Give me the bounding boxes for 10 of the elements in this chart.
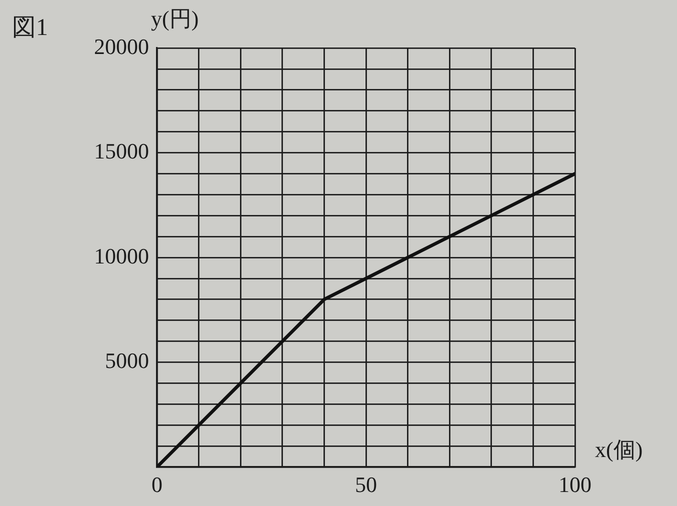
y-tick-label: 5000 [105,348,149,374]
x-tick-label: 0 [152,472,162,497]
y-tick-label: 20000 [94,34,149,59]
x-tick-label: 100 [558,472,592,497]
y-tick-label: 10000 [94,243,149,268]
x-axis-title: x(個) [595,437,643,463]
chart-title: 図1 [12,14,48,42]
y-tick-label: 15000 [94,138,149,164]
y-axis-title: y(円) [151,6,199,32]
x-tick-label: 50 [355,472,377,497]
